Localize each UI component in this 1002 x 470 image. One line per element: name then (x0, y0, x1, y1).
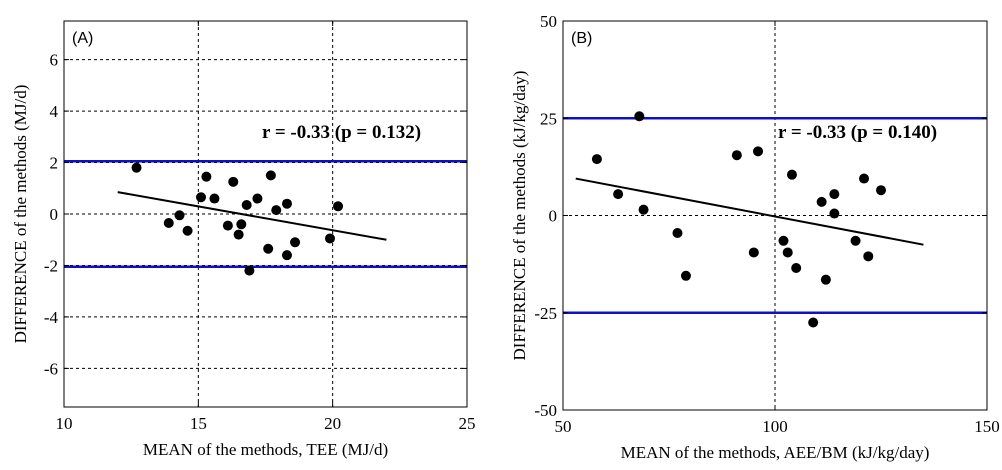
data-point (233, 229, 244, 240)
y-tick-label: 50 (540, 12, 557, 31)
data-point (613, 189, 624, 200)
regression-line (575, 177, 924, 246)
data-point (290, 237, 301, 248)
y-axis-label: DIFFERENCE of the methods (kJ/kg/day) (510, 71, 529, 361)
x-tick-label: 20 (324, 414, 341, 433)
data-point (236, 219, 247, 230)
data-point (859, 173, 870, 184)
data-point (791, 263, 802, 274)
x-tick-label: 15 (190, 414, 207, 433)
panel-label: (A) (72, 30, 93, 47)
correlation-annotation: r = -0.33 (p = 0.140) (778, 122, 937, 143)
y-tick-label: 25 (540, 109, 557, 128)
y-tick-label: 0 (50, 205, 59, 224)
data-point (209, 193, 220, 204)
x-tick-label: 25 (459, 414, 476, 433)
panel-label: (B) (571, 30, 592, 47)
data-point (786, 169, 797, 180)
regression-line (117, 191, 387, 241)
x-axis-label: MEAN of the methods, AEE/BM (kJ/kg/day) (621, 443, 930, 462)
data-point (816, 196, 827, 207)
y-axis-label: DIFFERENCE of the methods (MJ/d) (11, 85, 30, 344)
data-point (680, 270, 691, 281)
data-point (731, 150, 742, 161)
data-point (222, 220, 233, 231)
correlation-annotation: r = -0.33 (p = 0.132) (262, 122, 421, 143)
data-point (201, 171, 212, 182)
data-point (863, 251, 874, 262)
data-point (271, 205, 282, 216)
data-point (778, 235, 789, 246)
y-tick-label: 6 (50, 51, 59, 70)
data-point (782, 247, 793, 258)
data-point (876, 185, 886, 196)
x-tick-label: 50 (555, 417, 572, 436)
data-point (672, 228, 683, 239)
data-point (753, 146, 764, 157)
data-point (281, 250, 292, 261)
data-point (324, 233, 335, 244)
data-point (228, 176, 239, 187)
data-point (638, 204, 649, 215)
y-tick-label: -6 (44, 359, 58, 378)
data-point (163, 218, 174, 229)
data-point (241, 199, 252, 210)
data-point (634, 111, 645, 122)
data-point (174, 210, 185, 221)
data-point (808, 317, 819, 328)
data-point (196, 192, 207, 203)
x-tick-label: 100 (762, 417, 788, 436)
panel-b: 50 100 150 50 25 0 -25 -50 (B) r = -0.33 (p = 0.1… (510, 12, 1000, 462)
y-tick-label: 4 (50, 102, 59, 121)
y-tick-label: -25 (534, 304, 557, 323)
y-tick-label: -2 (44, 256, 58, 275)
y-tick-label: 2 (50, 154, 59, 173)
y-tick-label: 0 (549, 207, 558, 226)
x-tick-label: 10 (56, 414, 73, 433)
data-point (850, 235, 861, 246)
data-point (182, 225, 193, 236)
data-point (244, 265, 255, 276)
x-axis-label: MEAN of the methods, TEE (MJ/d) (143, 440, 388, 459)
data-point (263, 243, 274, 254)
data-point (829, 208, 840, 219)
data-point (131, 162, 142, 173)
x-tick-label: 150 (974, 417, 1000, 436)
data-point (333, 201, 344, 212)
data-point (281, 198, 292, 209)
data-point (265, 170, 276, 181)
data-point (829, 189, 840, 200)
data-point (591, 154, 602, 165)
data-point (748, 247, 759, 258)
data-point (820, 274, 831, 285)
y-tick-label: -4 (44, 308, 59, 327)
data-point (252, 193, 263, 204)
y-tick-label: -50 (534, 401, 557, 420)
